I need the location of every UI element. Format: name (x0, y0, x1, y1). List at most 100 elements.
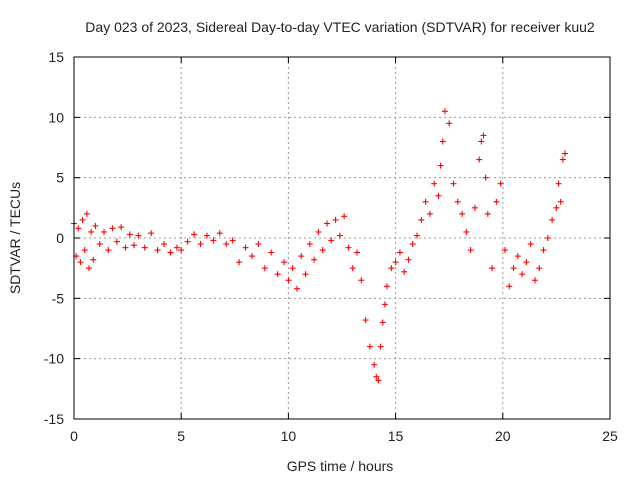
data-point (135, 232, 142, 239)
data-point (285, 277, 292, 284)
data-point (476, 156, 483, 163)
data-point (229, 237, 236, 244)
data-point (349, 265, 356, 272)
data-point (341, 213, 348, 220)
data-point (223, 241, 230, 248)
data-point (536, 265, 543, 272)
data-point (255, 241, 262, 248)
data-point (345, 244, 352, 251)
data-point (236, 259, 243, 266)
y-tick-label: 0 (56, 230, 64, 246)
data-point (105, 247, 112, 254)
data-point (396, 249, 403, 256)
data-point (379, 319, 386, 326)
data-point (216, 230, 223, 237)
data-point (441, 108, 448, 115)
data-point (323, 220, 330, 227)
data-point (422, 198, 429, 205)
data-point (471, 204, 478, 211)
data-point (480, 132, 487, 139)
data-point (553, 204, 560, 211)
data-point (544, 235, 551, 241)
data-point (371, 361, 378, 368)
data-point (409, 241, 416, 248)
data-point (154, 247, 161, 254)
y-tick-label: 10 (48, 109, 64, 125)
x-tick-label: 25 (602, 428, 618, 444)
data-point (527, 241, 534, 248)
data-point (439, 138, 446, 145)
chart-title: Day 023 of 2023, Sidereal Day-to-day VTE… (85, 19, 595, 35)
data-point (131, 242, 138, 249)
data-point (126, 231, 133, 238)
data-point (274, 271, 281, 278)
data-point (268, 249, 275, 256)
data-point (161, 241, 168, 248)
data-point (540, 247, 547, 254)
y-tick-label: -15 (44, 411, 64, 427)
x-tick-label: 15 (388, 428, 404, 444)
data-point (362, 317, 369, 324)
y-tick-label: -10 (44, 351, 64, 367)
data-point (388, 265, 395, 272)
data-point (489, 265, 496, 272)
data-point (437, 162, 444, 169)
data-point (79, 216, 86, 223)
data-point (493, 198, 500, 205)
data-point (377, 343, 384, 350)
data-point (418, 216, 425, 223)
data-point (122, 244, 129, 251)
data-point (141, 244, 148, 251)
data-point (210, 237, 217, 244)
data-point (203, 232, 210, 239)
data-point (302, 271, 309, 278)
data-point (197, 241, 204, 248)
data-point (77, 259, 84, 266)
data-point (559, 156, 566, 163)
data-point (459, 210, 466, 217)
data-point (113, 238, 120, 245)
data-point (191, 231, 198, 238)
data-point (178, 247, 185, 254)
data-point (431, 180, 438, 187)
data-point (381, 301, 388, 308)
data-point (83, 210, 90, 217)
data-point (336, 232, 343, 239)
data-point (450, 180, 457, 187)
data-point (184, 238, 191, 245)
data-point (549, 216, 556, 223)
x-tick-label: 5 (177, 428, 185, 444)
data-point (454, 198, 461, 205)
data-point (405, 256, 412, 263)
data-point (86, 265, 93, 272)
data-point (289, 265, 296, 272)
data-point (315, 228, 322, 235)
data-point (173, 244, 180, 251)
data-point (384, 283, 391, 290)
data-point (484, 210, 491, 217)
data-point (435, 192, 442, 199)
y-tick-label: -5 (52, 290, 65, 306)
data-point (92, 222, 99, 229)
data-point (261, 265, 268, 272)
data-point (311, 256, 318, 263)
x-tick-label: 20 (495, 428, 511, 444)
y-tick-label: 5 (56, 170, 64, 186)
data-point (555, 180, 562, 187)
x-tick-label: 0 (70, 428, 78, 444)
axis-layer: 0 5 10 15 20 25 -15 -10 -5 0 5 10 15 (44, 49, 618, 444)
data-point (375, 377, 382, 384)
data-point (118, 224, 125, 231)
data-point (167, 249, 174, 256)
data-point (293, 285, 300, 292)
y-axis-label: SDTVAR / TECUs (7, 182, 23, 294)
data-point (482, 174, 489, 181)
data-point (81, 247, 88, 254)
data-point (75, 225, 82, 232)
data-point (519, 271, 526, 278)
data-point (497, 180, 504, 187)
data-point (298, 253, 305, 260)
data-point (242, 244, 249, 251)
data-point (446, 120, 453, 127)
